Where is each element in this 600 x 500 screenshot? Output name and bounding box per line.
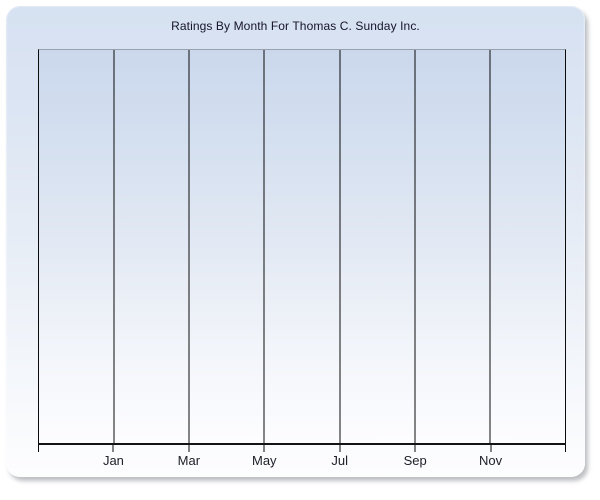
- chart-panel: Ratings By Month For Thomas C. Sunday In…: [6, 6, 585, 477]
- x-axis-tick: [339, 445, 341, 452]
- x-axis-tick: [188, 445, 190, 452]
- vertical-gridline: [339, 50, 341, 443]
- vertical-gridline: [113, 50, 115, 443]
- x-axis-tick: [414, 445, 416, 452]
- plot-area: [38, 49, 566, 445]
- vertical-gridline: [188, 50, 190, 443]
- chart-title: Ratings By Month For Thomas C. Sunday In…: [171, 19, 420, 33]
- x-axis-tick: [38, 445, 39, 452]
- x-axis-label: Mar: [177, 453, 201, 468]
- x-axis-label: May: [252, 453, 277, 468]
- x-axis-labels: Jan Mar May Jul Sep Nov: [38, 453, 566, 471]
- x-axis-ticks: [38, 445, 566, 452]
- plot-wrap: Jan Mar May Jul Sep Nov: [38, 49, 566, 471]
- x-axis-tick: [565, 445, 566, 452]
- x-axis-label: Jul: [331, 453, 349, 468]
- x-axis-tick: [263, 445, 265, 452]
- vertical-gridline: [414, 50, 416, 443]
- vertical-gridline: [489, 50, 491, 443]
- vertical-gridline: [263, 50, 265, 443]
- x-axis-label: Jan: [102, 453, 124, 468]
- x-axis-label: Nov: [479, 453, 503, 468]
- x-axis-tick: [112, 445, 114, 452]
- x-axis-tick: [490, 445, 492, 452]
- x-axis-label: Sep: [403, 453, 427, 468]
